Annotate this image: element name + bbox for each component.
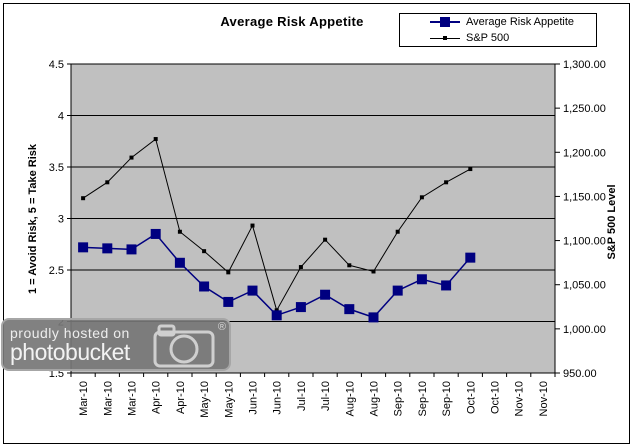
x-axis-label: Nov-10 xyxy=(514,381,526,416)
sp500-data-point xyxy=(129,155,134,160)
risk-appetite-data-point xyxy=(199,281,210,292)
risk-appetite-data-point xyxy=(416,274,427,285)
x-axis-label: May-10 xyxy=(199,381,211,418)
x-axis-label: Mar-10 xyxy=(127,381,139,416)
x-axis-label: Jun-10 xyxy=(248,381,260,415)
watermark: proudly hosted on photobucket ® xyxy=(1,318,231,371)
risk-appetite-data-point xyxy=(320,289,331,300)
left-tick-label: 1.5 xyxy=(49,368,64,380)
registered-mark: ® xyxy=(217,321,226,333)
risk-appetite-data-point xyxy=(465,252,476,263)
risk-appetite-marker-icon xyxy=(430,16,460,28)
series-sp500 xyxy=(81,137,473,313)
watermark-brand: photobucket xyxy=(10,338,130,365)
risk-appetite-data-point xyxy=(368,312,379,323)
legend-label: S&P 500 xyxy=(466,32,510,44)
sp500-data-point xyxy=(250,223,255,228)
x-axis-label: Sep-10 xyxy=(441,381,453,416)
left-tick-label: 3.5 xyxy=(49,162,64,174)
risk-appetite-data-point xyxy=(295,302,306,313)
risk-appetite-data-point xyxy=(174,257,185,268)
x-axis-label: Mar-10 xyxy=(78,381,90,416)
risk-appetite-data-point xyxy=(126,244,137,255)
left-tick-label: 2.5 xyxy=(49,265,64,277)
right-axis-labels: 1,300.00 1,250.00 1,200.00 1,150.00 1,100.00… xyxy=(555,59,606,380)
right-tick-label: 1,300.00 xyxy=(563,59,606,71)
x-axis-label: Apr-10 xyxy=(175,381,187,414)
x-axis-label: Jul-10 xyxy=(296,381,308,411)
sp500-data-point xyxy=(444,180,449,185)
risk-appetite-data-point xyxy=(392,285,403,296)
watermark-tagline: proudly hosted on xyxy=(10,324,130,341)
x-axis-label: Mar-10 xyxy=(102,381,114,416)
x-axis-label: May-10 xyxy=(223,381,235,418)
sp500-data-point xyxy=(323,237,328,242)
camera-icon xyxy=(153,324,215,367)
x-axis-label: Aug-10 xyxy=(344,381,356,416)
right-tick-label: 1,200.00 xyxy=(563,147,606,159)
left-tick-label: 3 xyxy=(58,214,64,226)
right-tick-label: 1,250.00 xyxy=(563,103,606,115)
sp500-data-point xyxy=(226,270,231,275)
x-axis-label: Apr-10 xyxy=(151,381,163,414)
sp500-data-point xyxy=(419,195,424,200)
sp500-data-point xyxy=(177,229,182,234)
left-tick-label: 4 xyxy=(58,111,64,123)
sp500-data-point xyxy=(468,167,473,172)
right-tick-label: 1,050.00 xyxy=(563,280,606,292)
x-axis-label: Oct-10 xyxy=(490,381,502,414)
legend-item-risk-appetite: Average Risk Appetite xyxy=(430,15,596,30)
x-axis-label: Jul-10 xyxy=(320,381,332,411)
x-axis-labels: Mar-10 Mar-10 Mar-10 Apr-10 Apr-10 May-10 May-… xyxy=(78,381,550,418)
sp500-marker-icon xyxy=(430,32,460,44)
legend: Average Risk Appetite S&P 500 xyxy=(399,13,597,47)
risk-appetite-data-point xyxy=(344,304,355,315)
sp500-data-point xyxy=(371,269,376,274)
left-axis-title: 1 = Avoid Risk, 5 = Take Risk xyxy=(27,144,39,294)
chart-outer-border xyxy=(3,3,630,444)
risk-appetite-data-point xyxy=(223,296,234,307)
risk-appetite-data-point xyxy=(150,228,161,239)
watermark-text: proudly hosted on photobucket xyxy=(3,326,153,364)
risk-appetite-data-point xyxy=(102,243,113,254)
legend-item-sp500: S&P 500 xyxy=(430,31,596,46)
sp500-data-point xyxy=(395,229,400,234)
right-tick-label: 1,100.00 xyxy=(563,236,606,248)
sp500-data-point xyxy=(347,263,352,268)
left-tick-label: 4.5 xyxy=(49,59,64,71)
legend-label: Average Risk Appetite xyxy=(466,16,575,28)
right-tick-label: 1,150.00 xyxy=(563,191,606,203)
left-axis-labels: 4.543.532.521.5 xyxy=(49,59,71,380)
sp500-data-point xyxy=(274,308,279,313)
sp500-data-point xyxy=(153,137,158,142)
risk-appetite-data-point xyxy=(441,280,452,291)
risk-appetite-data-point xyxy=(271,310,282,321)
x-axis-label: Oct-10 xyxy=(465,381,477,414)
x-axis-label: Sep-10 xyxy=(393,381,405,416)
right-tick-label: 1,000.00 xyxy=(563,324,606,336)
x-axis-ticks xyxy=(70,373,556,377)
x-axis-label: Jun-10 xyxy=(272,381,284,415)
right-tick-label: 950.00 xyxy=(563,368,597,380)
risk-appetite-data-point xyxy=(78,242,89,253)
sp500-data-point xyxy=(105,180,110,185)
chart-title: Average Risk Appetite xyxy=(220,14,364,29)
x-axis-label: Aug-10 xyxy=(369,381,381,416)
sp500-data-point xyxy=(202,249,207,254)
series-risk-appetite xyxy=(78,228,476,323)
right-axis-title: S&P 500 Level xyxy=(606,184,618,260)
risk-appetite-data-point xyxy=(247,285,258,296)
sp500-data-point xyxy=(298,265,303,270)
x-axis-label: Sep-10 xyxy=(417,381,429,416)
x-axis-label: Nov-10 xyxy=(538,381,550,416)
sp500-data-point xyxy=(81,196,86,201)
